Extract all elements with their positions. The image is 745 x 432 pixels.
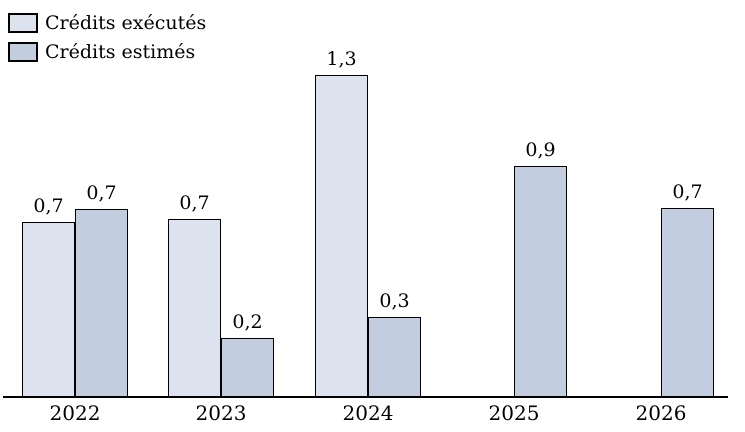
bar-executes-2022 (22, 222, 75, 397)
legend-swatch-executes (8, 13, 38, 33)
bar-estimes-2025 (514, 166, 567, 397)
bar-value-label: 0,9 (525, 139, 556, 161)
bar-value-label: 0,7 (672, 181, 703, 203)
bar-executes-2023 (168, 219, 221, 397)
x-tick-label: 2026 (635, 401, 687, 425)
legend-item-executes: Crédits exécutés (8, 12, 206, 34)
bar-estimes-2023 (221, 338, 274, 397)
chart-legend: Crédits exécutés Crédits estimés (8, 12, 206, 70)
x-tick-label: 2024 (342, 401, 394, 425)
x-tick-label: 2025 (488, 401, 540, 425)
bar-value-label: 0,7 (179, 192, 210, 214)
bar-value-label: 0,2 (232, 311, 263, 333)
bar-estimes-2022 (75, 209, 128, 397)
bar-estimes-2024 (368, 317, 421, 397)
bar-executes-2024 (315, 75, 368, 397)
legend-item-estimes: Crédits estimés (8, 41, 206, 63)
x-axis-line (3, 396, 728, 398)
bar-value-label: 1,3 (326, 48, 357, 70)
x-tick-label: 2023 (195, 401, 247, 425)
legend-label-estimes: Crédits estimés (45, 41, 196, 63)
bar-value-label: 0,3 (379, 290, 410, 312)
bar-value-label: 0,7 (86, 182, 117, 204)
x-tick-label: 2022 (49, 401, 101, 425)
bar-value-label: 0,7 (33, 195, 64, 217)
bar-estimes-2026 (661, 208, 714, 397)
legend-label-executes: Crédits exécutés (45, 12, 207, 34)
legend-swatch-estimes (8, 42, 38, 62)
